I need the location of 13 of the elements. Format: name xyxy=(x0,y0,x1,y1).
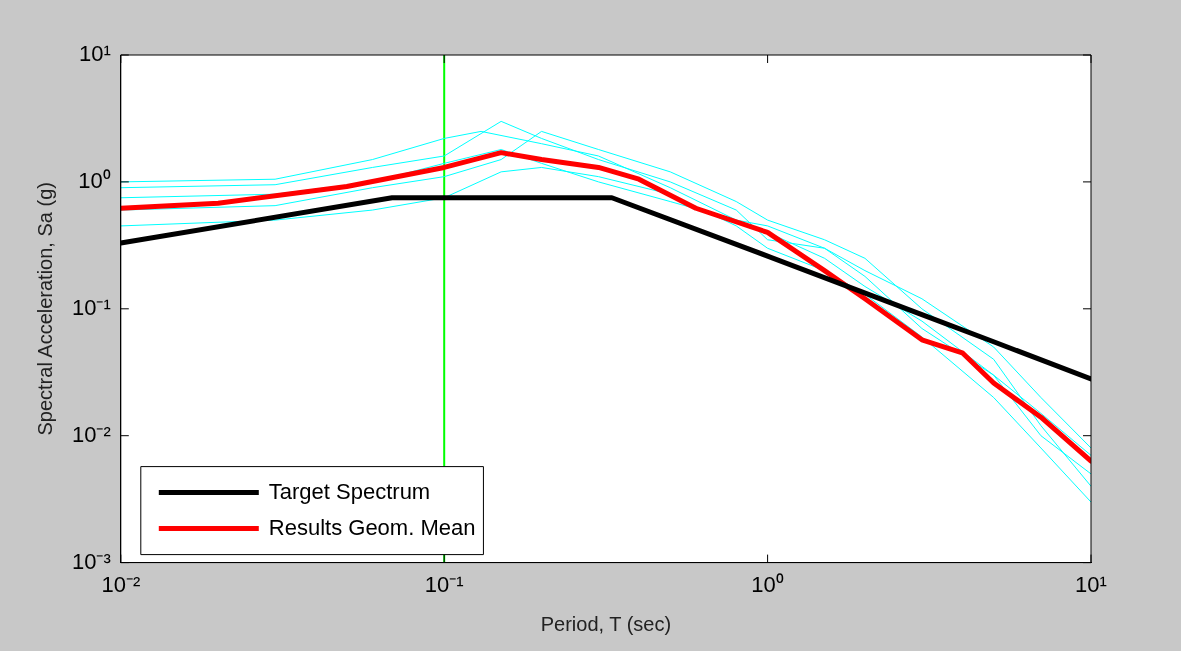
x-tick-label: 10⁰ xyxy=(751,571,784,597)
y-tick-label: 10¹ xyxy=(79,41,111,67)
legend-label: Target Spectrum xyxy=(268,478,431,504)
y-axis-title: Spectral Acceleration, Sa (g) xyxy=(33,182,56,436)
y-tick-label: 10⁻³ xyxy=(72,548,111,574)
y-tick-label: 10⁻¹ xyxy=(72,294,111,320)
x-tick-label: 10⁻² xyxy=(101,571,141,597)
legend-label: Results Geom. Mean xyxy=(268,514,476,540)
x-tick-label: 10¹ xyxy=(1075,571,1107,597)
y-tick-label: 10⁻² xyxy=(72,421,111,447)
y-tick-label: 10⁰ xyxy=(78,167,111,193)
x-axis-title: Period, T (sec) xyxy=(540,612,672,635)
x-tick-label: 10⁻¹ xyxy=(424,571,464,597)
